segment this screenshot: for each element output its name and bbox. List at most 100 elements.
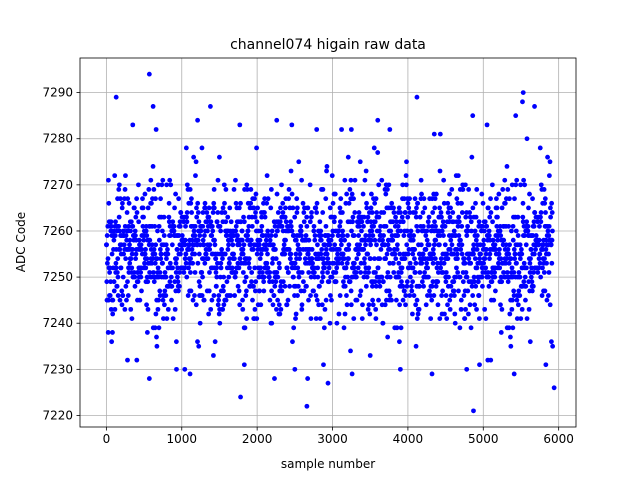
data-point bbox=[525, 228, 531, 234]
data-point bbox=[341, 325, 347, 331]
data-point bbox=[388, 228, 394, 234]
data-point bbox=[211, 200, 217, 206]
data-point bbox=[493, 247, 499, 252]
data-point bbox=[447, 247, 453, 252]
data-point bbox=[240, 306, 246, 312]
data-point bbox=[480, 200, 486, 206]
data-point bbox=[165, 251, 171, 257]
data-point bbox=[538, 182, 544, 188]
data-point bbox=[295, 265, 301, 271]
data-point bbox=[268, 187, 274, 192]
data-point bbox=[504, 163, 510, 169]
data-point bbox=[261, 274, 267, 280]
data-point bbox=[523, 283, 529, 289]
data-point bbox=[240, 297, 245, 303]
data-point bbox=[295, 283, 301, 289]
data-point bbox=[362, 256, 367, 262]
data-point bbox=[192, 233, 198, 238]
data-point bbox=[472, 228, 478, 234]
data-point bbox=[494, 196, 499, 202]
data-point bbox=[329, 173, 335, 179]
data-point bbox=[365, 306, 371, 312]
data-point bbox=[336, 260, 341, 266]
data-point bbox=[451, 228, 457, 234]
data-point bbox=[277, 311, 283, 317]
data-point bbox=[524, 136, 530, 142]
data-point bbox=[248, 187, 254, 192]
data-point bbox=[314, 297, 320, 303]
data-point bbox=[109, 223, 114, 229]
data-point bbox=[474, 247, 480, 252]
data-point bbox=[155, 182, 161, 188]
data-point bbox=[523, 242, 529, 248]
data-point bbox=[231, 187, 237, 192]
data-point bbox=[143, 265, 149, 271]
data-point bbox=[216, 297, 222, 303]
data-point bbox=[212, 339, 218, 345]
data-point bbox=[363, 233, 369, 238]
data-point bbox=[356, 210, 362, 215]
data-point bbox=[339, 127, 344, 132]
data-point bbox=[130, 223, 136, 229]
data-point bbox=[345, 233, 350, 238]
data-point bbox=[337, 219, 343, 225]
data-point bbox=[246, 256, 252, 262]
data-point bbox=[201, 297, 207, 303]
data-point bbox=[269, 228, 275, 234]
data-point bbox=[371, 223, 377, 229]
data-point bbox=[358, 270, 364, 275]
data-point bbox=[482, 256, 488, 262]
data-point bbox=[476, 293, 482, 298]
data-point bbox=[474, 265, 480, 271]
data-point bbox=[160, 260, 165, 266]
data-point bbox=[529, 288, 535, 294]
data-point bbox=[521, 177, 527, 183]
data-point bbox=[307, 182, 313, 188]
data-point bbox=[128, 256, 134, 262]
data-point bbox=[338, 237, 344, 243]
data-point bbox=[148, 177, 154, 183]
data-point bbox=[271, 293, 277, 298]
data-point bbox=[425, 219, 431, 225]
data-point bbox=[339, 260, 345, 266]
data-point bbox=[543, 362, 549, 368]
data-point bbox=[129, 316, 135, 322]
data-point bbox=[265, 265, 271, 271]
data-point bbox=[248, 237, 254, 243]
data-point bbox=[355, 265, 361, 271]
x-axis-ticks: 0 1000 2000 3000 4000 5000 6000 bbox=[103, 427, 574, 446]
data-point bbox=[233, 177, 238, 183]
data-point bbox=[213, 256, 219, 262]
data-point bbox=[299, 270, 305, 275]
data-point bbox=[113, 260, 119, 266]
data-point bbox=[337, 293, 343, 298]
data-point bbox=[454, 265, 459, 271]
data-point bbox=[157, 288, 163, 294]
data-point bbox=[114, 283, 120, 289]
data-point bbox=[166, 214, 172, 220]
data-point bbox=[383, 191, 389, 197]
data-point bbox=[317, 316, 323, 322]
data-point bbox=[407, 260, 413, 266]
data-point bbox=[327, 205, 333, 211]
data-point bbox=[308, 316, 314, 322]
data-point bbox=[399, 214, 405, 220]
data-point bbox=[405, 214, 411, 220]
data-point bbox=[433, 237, 439, 243]
data-point bbox=[357, 293, 363, 298]
data-point bbox=[451, 279, 457, 285]
data-point bbox=[462, 316, 468, 322]
data-point bbox=[344, 260, 350, 266]
data-point bbox=[195, 200, 201, 206]
y-tick-label: 7260 bbox=[42, 224, 73, 238]
data-point bbox=[214, 274, 220, 280]
data-point bbox=[359, 316, 365, 322]
data-point bbox=[531, 270, 536, 275]
data-point bbox=[248, 200, 254, 206]
data-point bbox=[138, 270, 144, 275]
data-point bbox=[390, 260, 396, 266]
data-point bbox=[252, 214, 258, 220]
data-point bbox=[545, 154, 550, 160]
data-point bbox=[361, 223, 366, 229]
data-point bbox=[115, 274, 121, 280]
